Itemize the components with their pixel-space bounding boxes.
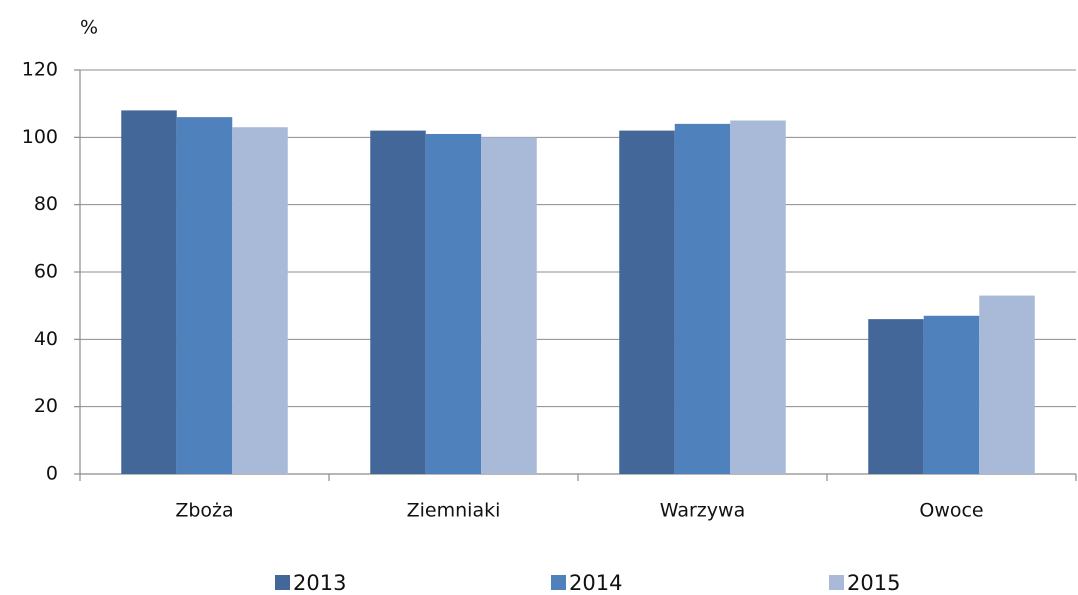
- bar: [619, 130, 675, 474]
- x-tick-label: Warzywa: [660, 500, 745, 522]
- bar: [425, 133, 482, 474]
- bar: [979, 295, 1035, 474]
- bar: [481, 137, 537, 475]
- legend-label: 2015: [847, 571, 900, 595]
- bar: [370, 130, 426, 474]
- y-tick-label: 120: [22, 59, 58, 81]
- legend-label: 2014: [569, 571, 622, 595]
- y-tick-label: 60: [34, 261, 58, 283]
- bar: [674, 123, 731, 474]
- x-tick-label: Zboża: [175, 500, 233, 522]
- legend-label: 2013: [293, 571, 346, 595]
- bar: [232, 127, 288, 474]
- x-tick-label: Ziemniaki: [407, 500, 501, 522]
- y-tick-label: 0: [46, 463, 58, 485]
- legend-swatch: [275, 575, 290, 590]
- x-tick-label: Owoce: [919, 500, 983, 522]
- y-tick-label: 20: [34, 395, 58, 417]
- y-tick-label: 40: [34, 328, 58, 350]
- legend-swatch: [551, 575, 566, 590]
- bar: [176, 117, 233, 474]
- bar: [868, 319, 924, 474]
- y-tick-label: 100: [22, 126, 58, 148]
- bar: [730, 120, 786, 474]
- bar: [923, 315, 980, 474]
- legend-swatch: [829, 575, 844, 590]
- bar: [121, 110, 177, 475]
- y-tick-label: 80: [34, 193, 58, 215]
- y-axis-label: %: [80, 17, 98, 39]
